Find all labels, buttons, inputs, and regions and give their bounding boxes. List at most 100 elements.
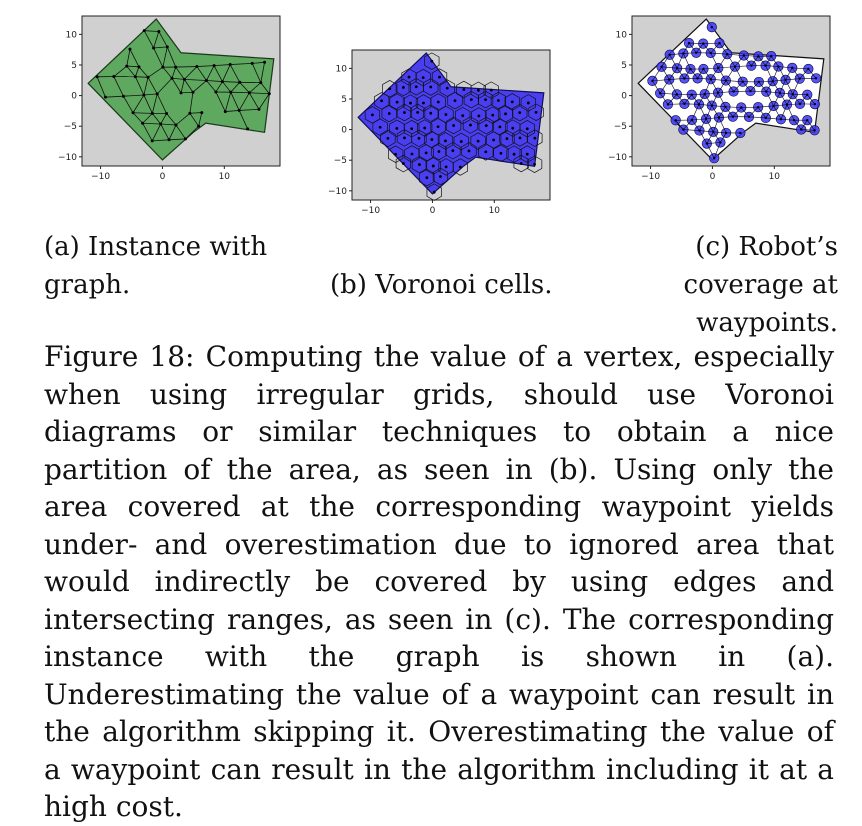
y-tick-label: 10 [336, 64, 348, 74]
waypoint [732, 115, 734, 117]
x-tick-label: 0 [160, 172, 166, 182]
waypoint [188, 112, 191, 115]
waypoint [758, 81, 760, 83]
y-tick-label: −5 [334, 156, 347, 166]
waypoint [726, 53, 728, 55]
waypoint [96, 75, 99, 78]
waypoint [416, 111, 419, 114]
x-tick-label: 0 [430, 206, 436, 216]
waypoint [511, 127, 514, 130]
waypoint [485, 124, 488, 127]
waypoint [430, 138, 433, 141]
waypoint [506, 137, 509, 140]
waypoint [408, 76, 411, 79]
waypoint [387, 137, 390, 140]
y-tick-label: −10 [608, 153, 627, 163]
waypoint [784, 79, 786, 81]
waypoint [125, 65, 128, 68]
subcaption-a: (a) Instance with graph. [44, 228, 294, 304]
waypoint [418, 137, 421, 140]
waypoint [418, 163, 421, 166]
waypoint [438, 76, 441, 79]
waypoint [519, 136, 522, 139]
waypoint [477, 140, 480, 143]
waypoint [703, 93, 705, 95]
waypoint [777, 65, 779, 67]
x-tick-label: 10 [769, 172, 781, 182]
waypoint [793, 119, 795, 121]
waypoint [104, 96, 107, 99]
waypoint [454, 99, 457, 102]
waypoint [112, 75, 115, 78]
waypoint [533, 163, 536, 166]
waypoint [403, 136, 406, 139]
waypoint [460, 140, 463, 143]
waypoint [683, 103, 685, 105]
waypoint [229, 91, 232, 94]
waypoint [682, 128, 684, 130]
waypoint [444, 139, 447, 142]
waypoint [461, 114, 464, 117]
waypoint [717, 92, 719, 94]
waypoint [734, 65, 736, 67]
waypoint [491, 114, 494, 117]
waypoint [238, 109, 241, 112]
waypoint [689, 68, 691, 70]
waypoint [452, 124, 455, 127]
waypoint [221, 80, 224, 83]
waypoint [674, 119, 676, 121]
waypoint [445, 166, 448, 169]
waypoint [492, 139, 495, 142]
waypoint [504, 112, 507, 115]
waypoint [451, 149, 454, 152]
y-tick-label: 0 [71, 92, 77, 102]
x-tick-label: 10 [219, 172, 231, 182]
waypoint [259, 81, 262, 84]
waypoint [691, 94, 693, 96]
waypoint [800, 128, 802, 130]
waypoint [165, 112, 168, 115]
waypoint [719, 141, 721, 143]
waypoint [380, 99, 383, 102]
waypoint [396, 101, 399, 104]
waypoint [141, 122, 144, 125]
waypoint [423, 127, 426, 130]
waypoint [696, 77, 698, 79]
figure-caption-text: Computing the value of a vertex, especia… [44, 340, 834, 823]
waypoint [152, 46, 155, 49]
waypoint [740, 106, 742, 108]
y-tick-label: 5 [621, 61, 627, 71]
waypoint [813, 129, 815, 131]
waypoint [142, 94, 145, 97]
waypoint [659, 92, 661, 94]
waypoint [691, 119, 693, 121]
waypoint [683, 77, 685, 79]
waypoint [437, 101, 440, 104]
waypoint [702, 68, 704, 70]
subcaption-b: (b) Voronoi cells. [330, 266, 570, 304]
waypoint [484, 151, 487, 154]
waypoint [535, 111, 538, 114]
waypoint [410, 127, 413, 130]
waypoint [742, 80, 744, 82]
waypoint [682, 52, 684, 54]
waypoint [765, 117, 767, 119]
waypoint [711, 104, 713, 106]
waypoint [469, 124, 472, 127]
waypoint [433, 191, 436, 194]
x-tick-label: 0 [710, 172, 716, 182]
waypoint [815, 77, 817, 79]
subcaption-c: (c) Robot’s coverage at waypoints. [598, 228, 838, 342]
waypoint [705, 118, 707, 120]
waypoint [468, 149, 471, 152]
waypoint [676, 93, 678, 95]
waypoint [511, 100, 514, 103]
x-tick-label: −10 [361, 206, 380, 216]
waypoint [706, 142, 708, 144]
waypoint [807, 68, 809, 70]
waypoint [425, 151, 428, 154]
waypoint [497, 99, 500, 102]
waypoint [749, 90, 751, 92]
